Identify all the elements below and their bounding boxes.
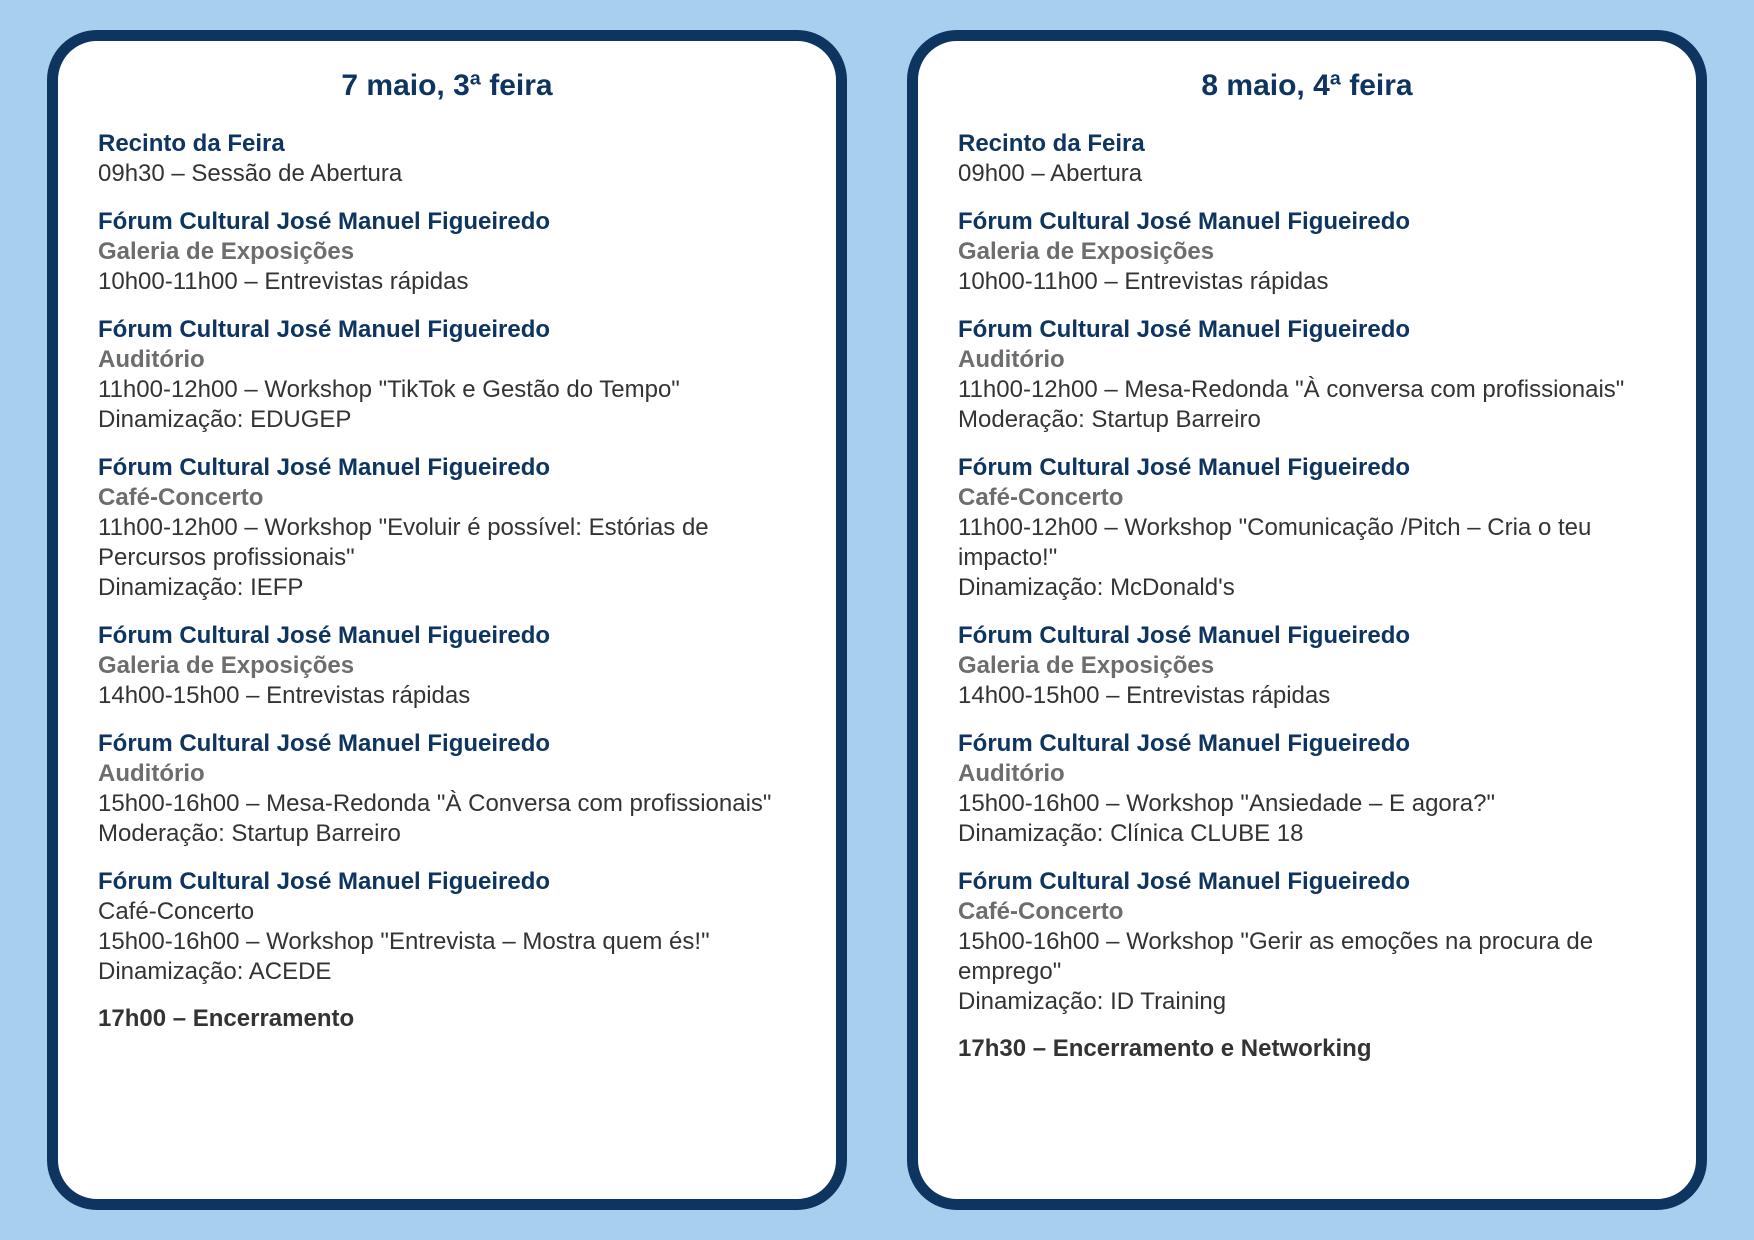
day-card-2: 8 maio, 4ª feira Recinto da Feira 09h00 … — [907, 30, 1707, 1210]
schedule-block: Fórum Cultural José Manuel Figueiredo Ca… — [98, 867, 796, 987]
event-line: Dinamização: ACEDE — [98, 957, 796, 987]
event-line: Dinamização: ID Training — [958, 987, 1656, 1017]
venue: Fórum Cultural José Manuel Figueiredo — [98, 729, 796, 759]
event-line: Dinamização: Clínica CLUBE 18 — [958, 819, 1656, 849]
venue: Fórum Cultural José Manuel Figueiredo — [98, 867, 796, 897]
schedule-block: Fórum Cultural José Manuel Figueiredo Au… — [98, 315, 796, 435]
venue: Recinto da Feira — [98, 129, 796, 159]
schedule-block: Fórum Cultural José Manuel Figueiredo Au… — [958, 729, 1656, 849]
event-line: 11h00-12h00 – Workshop "Comunicação /Pit… — [958, 513, 1656, 573]
event-line: 10h00-11h00 – Entrevistas rápidas — [98, 267, 796, 297]
room: Galeria de Exposições — [958, 237, 1656, 267]
day-title: 7 maio, 3ª feira — [98, 69, 796, 103]
event-line: 14h00-15h00 – Entrevistas rápidas — [958, 681, 1656, 711]
venue: Recinto da Feira — [958, 129, 1656, 159]
venue: Fórum Cultural José Manuel Figueiredo — [98, 315, 796, 345]
schedule-block: Fórum Cultural José Manuel Figueiredo Ca… — [958, 453, 1656, 603]
schedule-block: Fórum Cultural José Manuel Figueiredo Ca… — [98, 453, 796, 603]
venue: Fórum Cultural José Manuel Figueiredo — [958, 453, 1656, 483]
event-line: 15h00-16h00 – Workshop "Gerir as emoções… — [958, 927, 1656, 987]
schedule-block: Fórum Cultural José Manuel Figueiredo Au… — [98, 729, 796, 849]
venue: Fórum Cultural José Manuel Figueiredo — [98, 621, 796, 651]
venue: Fórum Cultural José Manuel Figueiredo — [958, 867, 1656, 897]
event-line: 14h00-15h00 – Entrevistas rápidas — [98, 681, 796, 711]
room: Galeria de Exposições — [98, 237, 796, 267]
room: Café-Concerto — [958, 897, 1656, 927]
schedule-block: Fórum Cultural José Manuel Figueiredo Au… — [958, 315, 1656, 435]
event-line: 15h00-16h00 – Workshop "Entrevista – Mos… — [98, 927, 796, 957]
venue: Fórum Cultural José Manuel Figueiredo — [98, 453, 796, 483]
schedule-block: Fórum Cultural José Manuel Figueiredo Ga… — [98, 207, 796, 297]
day-title: 8 maio, 4ª feira — [958, 69, 1656, 103]
event-line: Moderação: Startup Barreiro — [958, 405, 1656, 435]
room: Auditório — [98, 345, 796, 375]
room: Café-Concerto — [98, 897, 796, 927]
event-line: 09h30 – Sessão de Abertura — [98, 159, 796, 189]
day-card-1: 7 maio, 3ª feira Recinto da Feira 09h30 … — [47, 30, 847, 1210]
schedule-block: Fórum Cultural José Manuel Figueiredo Ga… — [98, 621, 796, 711]
room: Café-Concerto — [98, 483, 796, 513]
event-line: 10h00-11h00 – Entrevistas rápidas — [958, 267, 1656, 297]
closing-line: 17h00 – Encerramento — [98, 1005, 796, 1033]
schedule-block: Recinto da Feira 09h00 – Abertura — [958, 129, 1656, 189]
venue: Fórum Cultural José Manuel Figueiredo — [958, 729, 1656, 759]
event-line: Moderação: Startup Barreiro — [98, 819, 796, 849]
event-line: 11h00-12h00 – Workshop "Evoluir é possív… — [98, 513, 796, 573]
room: Auditório — [958, 345, 1656, 375]
venue: Fórum Cultural José Manuel Figueiredo — [958, 621, 1656, 651]
schedule-block: Fórum Cultural José Manuel Figueiredo Ca… — [958, 867, 1656, 1017]
schedule-block: Recinto da Feira 09h30 – Sessão de Abert… — [98, 129, 796, 189]
event-line: Dinamização: EDUGEP — [98, 405, 796, 435]
venue: Fórum Cultural José Manuel Figueiredo — [958, 207, 1656, 237]
event-line: Dinamização: IEFP — [98, 573, 796, 603]
room: Café-Concerto — [958, 483, 1656, 513]
venue: Fórum Cultural José Manuel Figueiredo — [958, 315, 1656, 345]
room: Galeria de Exposições — [958, 651, 1656, 681]
schedule-block: Fórum Cultural José Manuel Figueiredo Ga… — [958, 621, 1656, 711]
room: Auditório — [98, 759, 796, 789]
event-line: 11h00-12h00 – Mesa-Redonda "À conversa c… — [958, 375, 1656, 405]
event-line: 09h00 – Abertura — [958, 159, 1656, 189]
event-line: 15h00-16h00 – Workshop "Ansiedade – E ag… — [958, 789, 1656, 819]
schedule-block: Fórum Cultural José Manuel Figueiredo Ga… — [958, 207, 1656, 297]
closing-line: 17h30 – Encerramento e Networking — [958, 1035, 1656, 1063]
room: Galeria de Exposições — [98, 651, 796, 681]
event-line: Dinamização: McDonald's — [958, 573, 1656, 603]
event-line: 15h00-16h00 – Mesa-Redonda "À Conversa c… — [98, 789, 796, 819]
room: Auditório — [958, 759, 1656, 789]
event-line: 11h00-12h00 – Workshop "TikTok e Gestão … — [98, 375, 796, 405]
venue: Fórum Cultural José Manuel Figueiredo — [98, 207, 796, 237]
